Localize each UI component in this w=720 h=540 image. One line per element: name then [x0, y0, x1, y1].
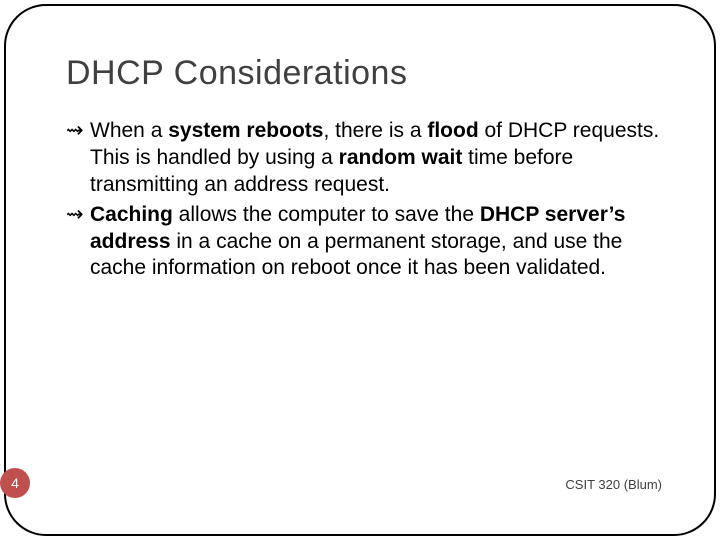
- slide-footer: CSIT 320 (Blum): [565, 477, 662, 492]
- bullet-item: ⇝When a system reboots, there is a flood…: [66, 117, 662, 199]
- slide-body: ⇝When a system reboots, there is a flood…: [66, 117, 662, 282]
- slide-title: DHCP Considerations: [66, 54, 662, 93]
- bullet-icon: ⇝: [66, 201, 90, 228]
- slide-frame: DHCP Considerations ⇝When a system reboo…: [4, 4, 716, 536]
- bullet-text: When a system reboots, there is a flood …: [90, 119, 659, 196]
- page-number-badge: 4: [0, 468, 30, 498]
- bullet-icon: ⇝: [66, 117, 90, 144]
- bullet-text: Caching allows the computer to save the …: [90, 203, 625, 280]
- bullet-item: ⇝Caching allows the computer to save the…: [66, 201, 662, 283]
